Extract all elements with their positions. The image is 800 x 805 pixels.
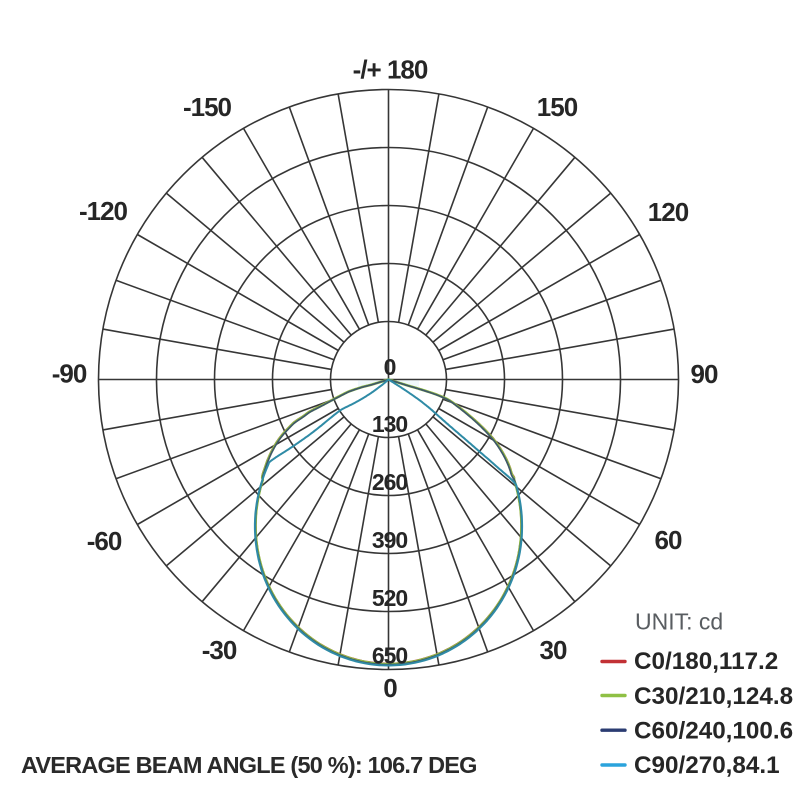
svg-text:90: 90 [691, 359, 718, 389]
svg-text:UNIT: cd: UNIT: cd [635, 609, 723, 635]
svg-text:60: 60 [655, 525, 682, 555]
svg-text:150: 150 [537, 92, 578, 122]
svg-text:130: 130 [372, 411, 408, 437]
svg-text:-/+ 180: -/+ 180 [353, 55, 428, 85]
svg-text:-30: -30 [202, 635, 237, 665]
svg-text:650: 650 [372, 643, 408, 669]
svg-text:0: 0 [383, 673, 397, 703]
svg-text:AVERAGE BEAM ANGLE (50 %): 106: AVERAGE BEAM ANGLE (50 %): 106.7 DEG [21, 752, 477, 778]
svg-text:-60: -60 [87, 526, 122, 556]
svg-text:0: 0 [384, 354, 396, 380]
svg-text:C90/270,84.1: C90/270,84.1 [634, 752, 780, 779]
svg-text:260: 260 [372, 469, 408, 495]
svg-text:-150: -150 [183, 92, 232, 122]
svg-text:120: 120 [648, 197, 689, 227]
svg-text:-120: -120 [79, 196, 128, 226]
svg-text:C30/210,124.8: C30/210,124.8 [634, 683, 793, 710]
svg-text:C60/240,100.6: C60/240,100.6 [634, 718, 793, 745]
svg-text:390: 390 [372, 527, 408, 553]
svg-text:C0/180,117.2: C0/180,117.2 [634, 648, 778, 675]
svg-text:520: 520 [372, 585, 408, 611]
svg-text:30: 30 [540, 635, 567, 665]
svg-text:-90: -90 [52, 359, 87, 389]
